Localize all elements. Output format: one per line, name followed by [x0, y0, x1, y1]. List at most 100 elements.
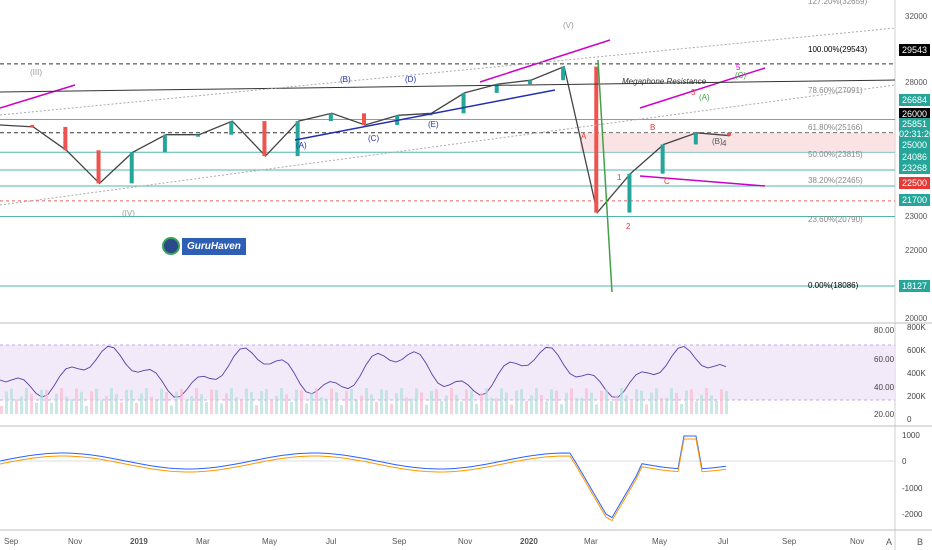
- price-candle: [196, 134, 201, 137]
- price-candle: [229, 121, 234, 135]
- volume-axis-label: 400K: [907, 369, 926, 378]
- volume-bar: [450, 388, 453, 414]
- watermark: GuruHaven: [162, 236, 246, 256]
- volume-bar: [495, 398, 498, 414]
- volume-bar: [270, 400, 273, 414]
- volume-bar: [90, 391, 93, 414]
- volume-bar: [170, 405, 173, 414]
- volume-bar: [115, 394, 118, 414]
- volume-axis-label: 0: [907, 415, 912, 424]
- volume-bar: [660, 398, 663, 414]
- volume-bar: [580, 398, 583, 414]
- volume-bar: [10, 388, 13, 414]
- channel-upper: [0, 27, 896, 116]
- volume-bar: [565, 392, 568, 414]
- wave-label: (E): [428, 120, 439, 129]
- volume-bar: [5, 391, 8, 414]
- price-tag: 25000: [899, 139, 930, 151]
- volume-bar: [490, 397, 493, 414]
- volume-bar: [110, 388, 113, 414]
- volume-axis-label: 200K: [907, 392, 926, 401]
- price-candle: [129, 152, 134, 184]
- price-axis-label: 32000: [905, 12, 928, 21]
- trendline-iii: [0, 84, 76, 109]
- price-candle: [494, 84, 499, 93]
- volume-bar: [655, 388, 658, 414]
- wave-label: (C): [368, 134, 379, 143]
- volume-bar: [315, 388, 318, 414]
- fib-level-label: 61.80%(25166): [808, 123, 863, 132]
- auto-scale-button[interactable]: A: [886, 537, 893, 547]
- volume-bar: [715, 400, 718, 414]
- volume-bar: [290, 401, 293, 414]
- volume-bar: [245, 388, 248, 414]
- volume-bar: [420, 392, 423, 414]
- megaphone-line: [0, 79, 896, 93]
- volume-bar: [620, 388, 623, 414]
- price-candle: [295, 121, 300, 157]
- scale-mode-button[interactable]: B: [917, 537, 924, 547]
- volume-bar: [460, 401, 463, 414]
- time-axis-label: 2020: [520, 537, 538, 546]
- fib-level-label: 78.60%(27091): [808, 86, 863, 95]
- volume-bar: [220, 403, 223, 414]
- volume-bar: [695, 401, 698, 414]
- volume-bar: [35, 402, 38, 414]
- volume-axis-label: 600K: [907, 346, 926, 355]
- price-candle: [727, 132, 731, 136]
- macd-line: [0, 435, 727, 519]
- time-axis-label: May: [262, 537, 277, 546]
- volume-bar: [340, 405, 343, 414]
- wave-label: (B): [340, 75, 351, 84]
- volume-bar: [65, 396, 68, 414]
- price-tag: 25851: [899, 118, 930, 130]
- volume-bar: [610, 401, 613, 414]
- volume-bar: [265, 388, 268, 414]
- wave-label: 5: [736, 63, 741, 72]
- megaphone-label: Megaphone Resistance: [622, 77, 707, 86]
- price-axis-label: 28000: [905, 78, 928, 87]
- volume-bar: [525, 400, 528, 414]
- price-candle: [362, 113, 366, 125]
- volume-bar: [545, 401, 548, 414]
- resistance-zone: [580, 132, 895, 153]
- time-axis-label: Mar: [584, 537, 598, 546]
- volume-bar: [240, 398, 243, 414]
- volume-bar: [260, 391, 263, 414]
- volume-bar: [515, 390, 518, 414]
- volume-bar: [385, 390, 388, 414]
- volume-bar: [230, 388, 233, 414]
- volume-bar: [235, 397, 238, 414]
- wave-label: 1: [617, 173, 622, 182]
- volume-bar: [665, 397, 668, 414]
- time-axis-label: 2019: [130, 537, 148, 546]
- volume-bar: [80, 391, 83, 414]
- volume-bar: [40, 389, 43, 414]
- volume-bar: [725, 390, 728, 414]
- wave-label: (A): [699, 93, 710, 102]
- time-axis-label: Jul: [718, 537, 728, 546]
- guruhaven-logo-icon: [162, 237, 180, 255]
- volume-bar: [105, 396, 108, 414]
- volume-bar: [585, 388, 588, 414]
- price-candle: [627, 173, 632, 213]
- wave-label: (B): [712, 137, 723, 146]
- volume-bar: [640, 390, 643, 414]
- volume-bar: [685, 390, 688, 414]
- volume-bar: [175, 391, 178, 414]
- volume-bar: [85, 405, 88, 414]
- volume-bar: [360, 395, 363, 414]
- rsi-band: [0, 345, 895, 400]
- volume-bar: [255, 405, 258, 414]
- price-axis-label: 20000: [905, 314, 928, 323]
- volume-bar: [100, 399, 103, 414]
- volume-bar: [75, 388, 78, 414]
- volume-bar: [165, 391, 168, 414]
- wave-label: B: [650, 123, 655, 132]
- price-tag: 26684: [899, 94, 930, 106]
- trendline-v: [479, 39, 611, 83]
- volume-bar: [210, 389, 213, 414]
- time-axis-label: Nov: [458, 537, 472, 546]
- volume-bar: [635, 389, 638, 414]
- macd-axis-label: 1000: [902, 431, 920, 440]
